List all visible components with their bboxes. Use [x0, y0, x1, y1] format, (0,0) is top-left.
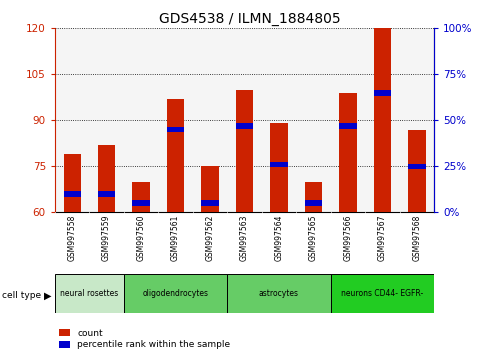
- Text: GSM997562: GSM997562: [206, 214, 215, 261]
- Bar: [98, 145, 115, 212]
- Text: neural rosettes: neural rosettes: [60, 289, 118, 298]
- Bar: [132, 182, 150, 212]
- Bar: [270, 124, 287, 212]
- Bar: [167, 99, 184, 212]
- Legend: count, percentile rank within the sample: count, percentile rank within the sample: [59, 329, 231, 349]
- Text: neurons CD44- EGFR-: neurons CD44- EGFR-: [341, 289, 424, 298]
- Text: GSM997560: GSM997560: [137, 214, 146, 261]
- Bar: [331, 274, 434, 313]
- Bar: [374, 28, 391, 212]
- Text: GDS4538 / ILMN_1884805: GDS4538 / ILMN_1884805: [159, 12, 340, 27]
- Bar: [63, 154, 81, 212]
- Bar: [227, 274, 331, 313]
- Bar: [339, 93, 357, 212]
- Bar: [236, 123, 253, 129]
- Text: ▶: ▶: [44, 291, 51, 301]
- Text: GSM997564: GSM997564: [274, 214, 283, 261]
- Bar: [202, 200, 219, 206]
- Text: GSM997568: GSM997568: [412, 214, 421, 261]
- Text: GSM997558: GSM997558: [68, 214, 77, 261]
- Bar: [408, 164, 426, 169]
- Text: cell type: cell type: [2, 291, 41, 300]
- Bar: [202, 166, 219, 212]
- Text: GSM997559: GSM997559: [102, 214, 111, 261]
- Bar: [305, 182, 322, 212]
- Text: GSM997567: GSM997567: [378, 214, 387, 261]
- Bar: [98, 191, 115, 197]
- Bar: [339, 123, 357, 129]
- Text: GSM997563: GSM997563: [240, 214, 249, 261]
- Text: oligodendrocytes: oligodendrocytes: [143, 289, 209, 298]
- Bar: [305, 200, 322, 206]
- Text: astrocytes: astrocytes: [259, 289, 299, 298]
- Bar: [63, 191, 81, 197]
- Bar: [236, 90, 253, 212]
- Bar: [55, 274, 124, 313]
- Bar: [132, 200, 150, 206]
- Bar: [270, 162, 287, 167]
- Bar: [167, 127, 184, 132]
- Bar: [374, 90, 391, 96]
- Bar: [124, 274, 227, 313]
- Text: GSM997561: GSM997561: [171, 214, 180, 261]
- Text: GSM997566: GSM997566: [343, 214, 352, 261]
- Text: GSM997565: GSM997565: [309, 214, 318, 261]
- Bar: [408, 130, 426, 212]
